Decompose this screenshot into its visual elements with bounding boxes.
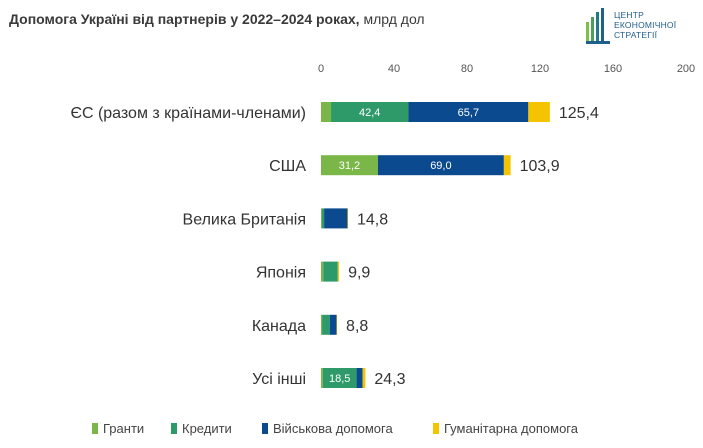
- logo-text: ЦЕНТР ЕКОНОМІЧНОЇ СТРАТЕГІЇ: [614, 10, 676, 40]
- x-tick-label: 120: [531, 63, 549, 75]
- bar-segment: [503, 155, 511, 176]
- legend-item: Кредити: [171, 421, 232, 439]
- bar-segment: [329, 314, 337, 335]
- legend-swatch: [171, 423, 177, 434]
- bar-segment: [321, 368, 323, 388]
- category-label: США: [269, 158, 306, 175]
- bar-segment: [362, 368, 366, 388]
- bar-segment: [321, 155, 378, 176]
- legend-swatch: [92, 423, 98, 434]
- logo-line-3: СТРАТЕГІЇ: [614, 30, 658, 40]
- segment-value-label: 69,0: [430, 160, 451, 172]
- legend-swatch: [433, 423, 439, 434]
- category-label: ЄС (разом з країнами-членами): [70, 105, 306, 122]
- logo-line-1: ЦЕНТР: [614, 10, 644, 20]
- legend-item: Гуманітарна допомога: [433, 421, 578, 439]
- bar-segment: [337, 261, 340, 282]
- bar-segment: [377, 155, 504, 176]
- bar-total-label: 24,3: [374, 371, 405, 388]
- chart-title-main: Допомога Україні від партнерів у 2022–20…: [9, 11, 360, 27]
- x-tick-label: 80: [461, 63, 473, 75]
- x-tick-label: 160: [604, 63, 622, 75]
- category-label: Японія: [256, 265, 306, 282]
- category-label: Усі інші: [252, 371, 306, 388]
- bar-segment: [321, 208, 325, 229]
- legend-label: Кредити: [182, 421, 232, 436]
- bar-total-label: 8,8: [346, 318, 368, 335]
- chart-legend: Гранти Кредити Військова допомога Гуманітар…: [0, 421, 703, 439]
- bar-segment: [356, 368, 363, 388]
- bar-segment: [528, 102, 550, 122]
- bar-segment: [321, 208, 322, 229]
- x-tick-label: 40: [388, 63, 400, 75]
- x-tick-label: 200: [677, 63, 695, 75]
- x-tick-label: 0: [318, 63, 324, 75]
- bar-segment: [331, 102, 409, 122]
- legend-label: Гуманітарна допомога: [444, 421, 578, 436]
- segment-value-label: 42,4: [359, 107, 380, 119]
- bar-segment: [321, 261, 324, 282]
- chart-title: Допомога Україні від партнерів у 2022–20…: [9, 11, 425, 27]
- logo: ЦЕНТР ЕКОНОМІЧНОЇ СТРАТЕГІЇ: [585, 8, 695, 44]
- legend-swatch: [262, 423, 268, 434]
- bar-total-label: 14,8: [357, 211, 388, 228]
- chart-title-unit: млрд дол: [359, 11, 425, 27]
- logo-mark-icon: [586, 8, 610, 44]
- logo-line-2: ЕКОНОМІЧНОЇ: [614, 20, 677, 30]
- legend-item: Військова допомога: [262, 421, 393, 439]
- legend-item: Гранти: [92, 421, 144, 439]
- bar-segment: [321, 102, 332, 122]
- legend-label: Гранти: [103, 421, 145, 436]
- segment-value-label: 18,5: [329, 373, 350, 385]
- bar-total-label: 103,9: [520, 158, 560, 175]
- bar-total-label: 125,4: [559, 105, 599, 122]
- segment-value-label: 31,2: [339, 160, 360, 172]
- bar-segment: [322, 314, 330, 335]
- bar-segment: [321, 314, 323, 335]
- segment-value-label: 65,7: [458, 107, 479, 119]
- legend-label: Військова допомога: [273, 421, 393, 436]
- bar-total-label: 9,9: [348, 265, 370, 282]
- bar-segment: [408, 102, 529, 122]
- bar-segment: [324, 208, 348, 229]
- category-label: Канада: [252, 318, 306, 335]
- bar-segment: [323, 261, 338, 282]
- category-label: Велика Британія: [183, 211, 306, 228]
- bar-segment: [336, 314, 338, 335]
- bar-segment: [322, 368, 357, 388]
- bar-segment: [347, 208, 349, 229]
